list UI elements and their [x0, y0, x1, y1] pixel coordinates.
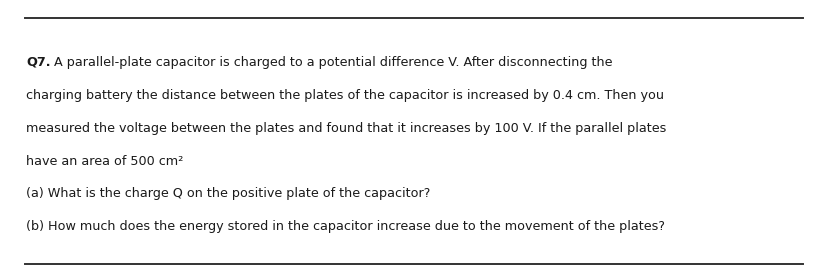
Text: A parallel-plate capacitor is charged to a potential difference V. After disconn: A parallel-plate capacitor is charged to…: [50, 56, 612, 69]
Text: measured the voltage between the plates and found that it increases by 100 V. If: measured the voltage between the plates …: [26, 122, 666, 135]
Text: charging battery the distance between the plates of the capacitor is increased b: charging battery the distance between th…: [26, 89, 664, 102]
Text: (a) What is the charge Q on the positive plate of the capacitor?: (a) What is the charge Q on the positive…: [26, 187, 430, 201]
Text: (b) How much does the energy stored in the capacitor increase due to the movemen: (b) How much does the energy stored in t…: [26, 220, 665, 234]
Text: have an area of 500 cm²: have an area of 500 cm²: [26, 155, 184, 168]
Text: Q7.: Q7.: [26, 56, 51, 69]
